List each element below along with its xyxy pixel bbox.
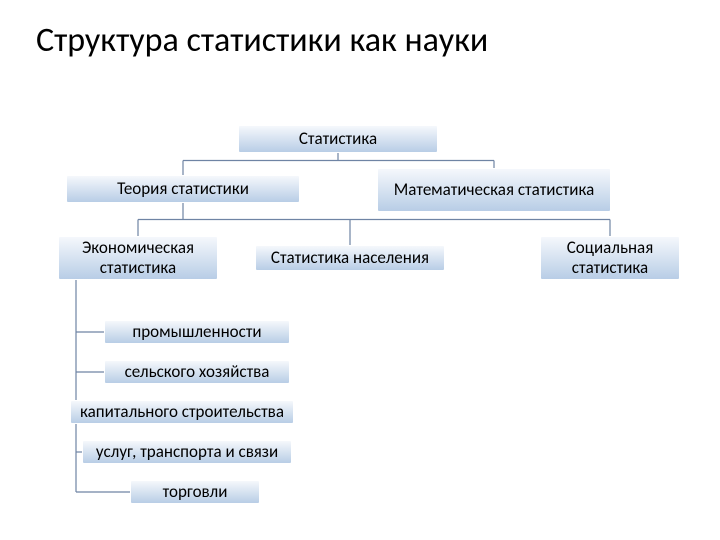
tree-node-trans: услуг, транспорта и связи <box>82 440 292 464</box>
tree-node-econ: Экономическая статистика <box>58 236 218 280</box>
tree-node-theory: Теория статистики <box>66 175 300 203</box>
page-title: Структура статистики как науки <box>36 20 488 61</box>
tree-node-cap: капитального строительства <box>70 400 294 424</box>
tree-node-agr: сельского хозяйства <box>104 360 290 384</box>
tree-node-root: Статистика <box>238 125 438 153</box>
tree-node-pop: Статистика населения <box>255 245 445 271</box>
tree-node-soc: Социальная статистика <box>540 236 680 280</box>
tree-node-trade: торговли <box>130 480 260 504</box>
tree-node-math: Математическая статистика <box>377 168 611 212</box>
tree-node-ind: промышленности <box>104 320 290 344</box>
